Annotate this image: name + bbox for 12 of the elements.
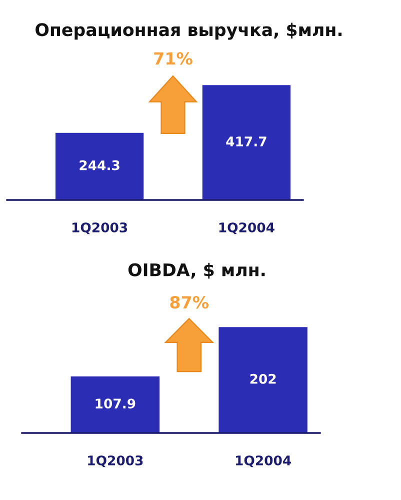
data-label: 107.9	[96, 398, 136, 409]
x-tick-label: 1Q2003	[88, 455, 143, 468]
chart-title: Операционная выручка, $млн.	[36, 22, 342, 40]
chart-title: OIBDA, $ млн.	[128, 262, 265, 279]
data-label: 417.7	[226, 136, 266, 146]
x-tick-label: 1Q2004	[236, 455, 292, 468]
x-tick-label: 1Q2004	[219, 222, 274, 234]
data-label: 202	[250, 374, 276, 384]
x-tick-label: 1Q2003	[72, 222, 128, 234]
text: 71%	[154, 52, 192, 65]
data-label: 244.3	[80, 160, 120, 170]
text: 87%	[170, 296, 209, 309]
